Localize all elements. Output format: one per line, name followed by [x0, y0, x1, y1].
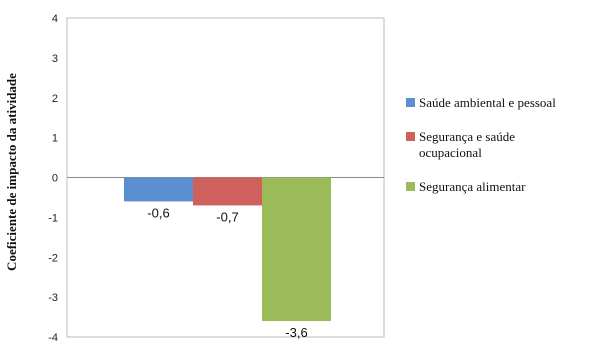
legend-item-saude-ambiental: Saúde ambiental e pessoal: [406, 95, 602, 111]
data-label: -0,7: [216, 209, 238, 224]
y-tick-label: 2: [52, 93, 58, 105]
y-tick-label: 0: [52, 173, 58, 185]
legend-item-seguranca-alimentar: Segurança alimentar: [406, 179, 602, 195]
bars: [124, 177, 331, 322]
data-label: -3,6: [285, 325, 307, 340]
bar: [193, 177, 262, 206]
y-tick-label: -2: [48, 252, 58, 264]
y-tick-label: 4: [52, 13, 58, 25]
y-tick-label: -1: [48, 212, 58, 224]
y-tick-label: -4: [48, 332, 58, 343]
legend-item-seguranca-saude: Segurança e saúde ocupacional: [406, 129, 602, 161]
legend-label-wrap: Segurança e saúde ocupacional: [419, 129, 515, 161]
y-tick-label: -3: [48, 292, 58, 304]
legend-label-line2: ocupacional: [419, 145, 482, 160]
y-tick-labels: 4 3 2 1 0 -1 -2 -3 -4: [48, 13, 58, 343]
legend-swatch: [406, 98, 415, 107]
bar: [124, 177, 193, 202]
legend-label: Segurança e saúde: [419, 129, 516, 144]
y-tick-label: 1: [52, 133, 58, 145]
legend-label: Saúde ambiental e pessoal: [419, 95, 556, 110]
y-axis-label: Coeficiente de impacto da atividade: [4, 73, 19, 271]
data-label: -0,6: [147, 205, 169, 220]
data-labels: -0,6 -0,7 -3,6: [147, 205, 307, 340]
legend-label: Segurança alimentar: [419, 179, 526, 194]
legend: Saúde ambiental e pessoal Segurança e sa…: [406, 95, 602, 213]
legend-swatch: [406, 182, 415, 191]
y-tick-label: 3: [52, 53, 58, 65]
bar: [262, 177, 331, 322]
legend-swatch: [406, 132, 415, 141]
